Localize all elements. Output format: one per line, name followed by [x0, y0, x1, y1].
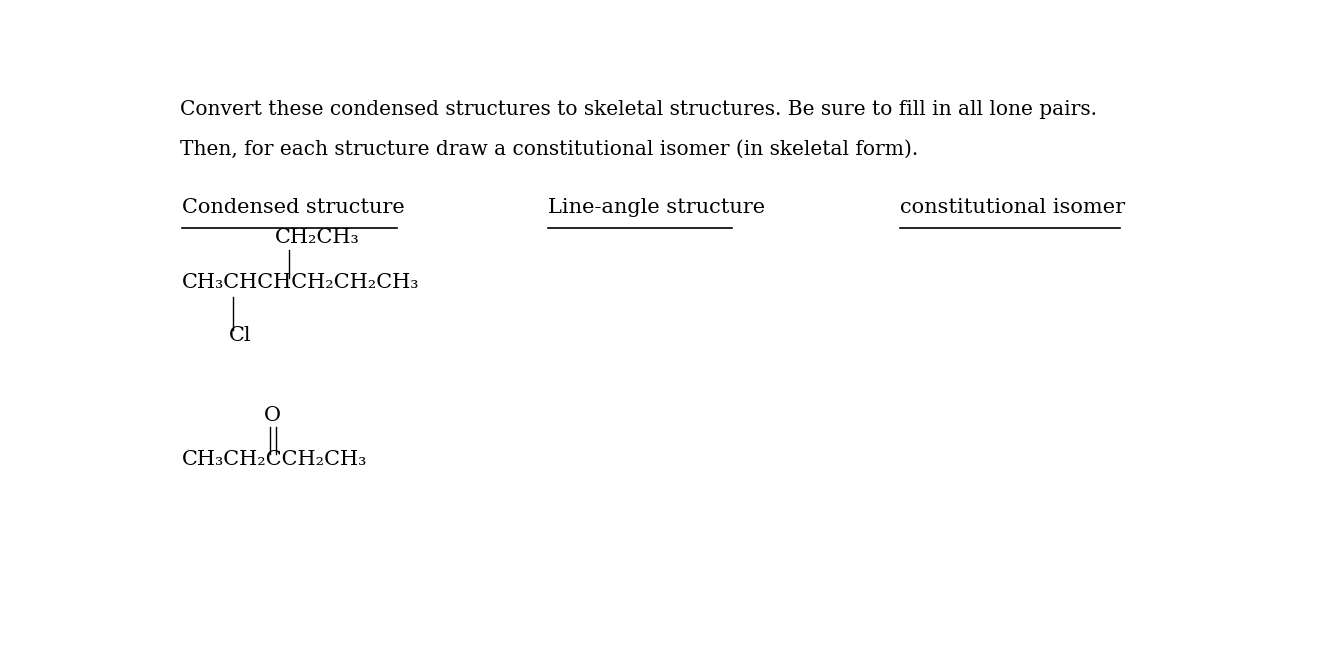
Text: O: O [264, 406, 281, 424]
Text: Then, for each structure draw a constitutional isomer (in skeletal form).: Then, for each structure draw a constitu… [181, 140, 919, 159]
Text: Line-angle structure: Line-angle structure [548, 198, 764, 216]
Text: Condensed structure: Condensed structure [182, 198, 405, 216]
Text: Convert these condensed structures to skeletal structures. Be sure to fill in al: Convert these condensed structures to sk… [181, 100, 1097, 119]
Text: constitutional isomer: constitutional isomer [900, 198, 1126, 216]
Text: Cl: Cl [229, 326, 252, 345]
Text: CH₃CH₂CCH₂CH₃: CH₃CH₂CCH₂CH₃ [182, 450, 368, 469]
Text: CH₃CHCHCH₂CH₂CH₃: CH₃CHCHCH₂CH₂CH₃ [182, 273, 419, 292]
Text: CH₂CH₃: CH₂CH₃ [275, 228, 360, 248]
